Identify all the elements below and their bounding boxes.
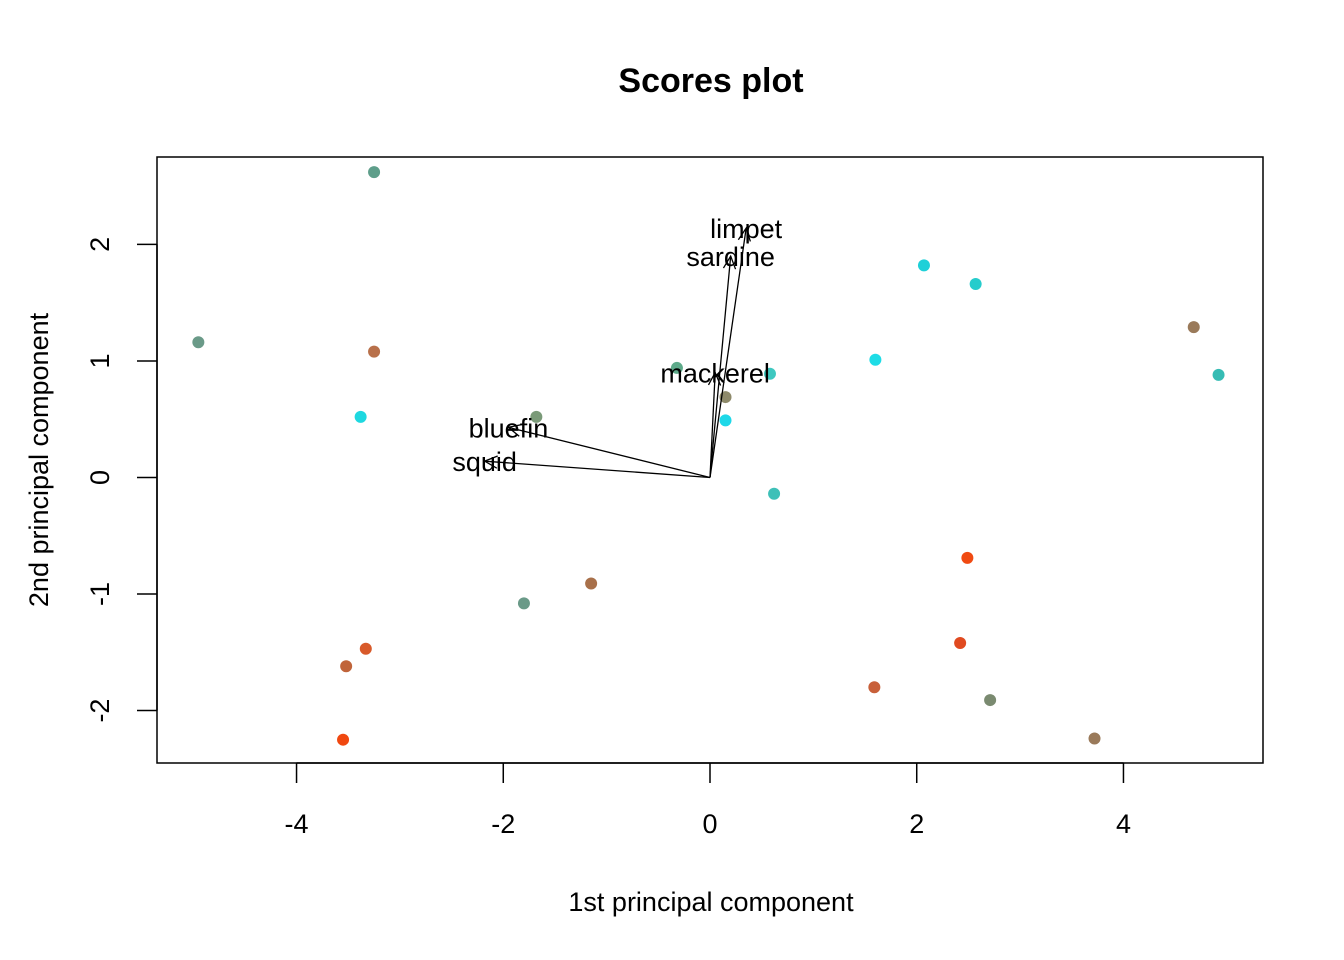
y-tick-label: -1 [85, 582, 115, 606]
y-tick-label: 1 [85, 353, 115, 368]
score-point [869, 353, 882, 366]
y-tick-label: 2 [85, 237, 115, 252]
y-tick-label: -2 [85, 699, 115, 723]
score-point [517, 597, 530, 610]
y-tick-label: 0 [85, 470, 115, 485]
score-point [530, 410, 543, 423]
score-point [969, 278, 982, 291]
loading-arrow [709, 227, 747, 478]
score-point [585, 577, 598, 590]
loading-label: squid [452, 447, 517, 477]
loading-arrowhead [707, 371, 722, 386]
score-point [768, 487, 781, 500]
score-point [961, 551, 974, 564]
loading-arrow [508, 426, 711, 479]
x-tick-label: 2 [909, 809, 924, 839]
score-point [1212, 368, 1225, 381]
x-tick-label: -2 [491, 809, 515, 839]
score-point [337, 733, 350, 746]
loading-label: mackerel [660, 359, 770, 389]
score-point [192, 336, 205, 349]
score-point [763, 367, 776, 380]
score-point [917, 259, 930, 272]
score-point [340, 660, 353, 673]
score-point [984, 694, 997, 707]
score-point [670, 361, 683, 374]
x-tick-label: 4 [1116, 809, 1131, 839]
score-point [719, 414, 732, 427]
loading-arrow [709, 372, 716, 478]
score-point [359, 642, 372, 655]
loading-label: bluefin [469, 413, 549, 443]
score-point [1187, 321, 1200, 334]
loading-arrowhead [483, 455, 498, 469]
loading-arrow [709, 255, 732, 478]
x-tick-label: 0 [702, 809, 717, 839]
score-point [354, 410, 367, 423]
x-tick-label: -4 [285, 809, 309, 839]
loading-arrowhead [737, 226, 751, 242]
x-axis: -4 -2 0 2 4 [285, 762, 1131, 839]
loading-arrowhead [506, 423, 523, 437]
score-point [1088, 732, 1101, 745]
loading-arrow [484, 460, 711, 479]
chart-title: Scores plot [618, 62, 803, 100]
loading-label: limpet [710, 214, 783, 244]
score-point [954, 636, 967, 649]
loading-arrowhead [722, 254, 737, 270]
score-point [368, 345, 381, 358]
x-axis-label: 1st principal component [568, 887, 854, 917]
y-axis-label: 2nd principal component [24, 312, 54, 607]
y-axis: -2 -1 0 1 2 [85, 237, 158, 723]
score-point [368, 166, 381, 179]
score-point [868, 681, 881, 694]
loading-label: sardine [686, 242, 775, 272]
